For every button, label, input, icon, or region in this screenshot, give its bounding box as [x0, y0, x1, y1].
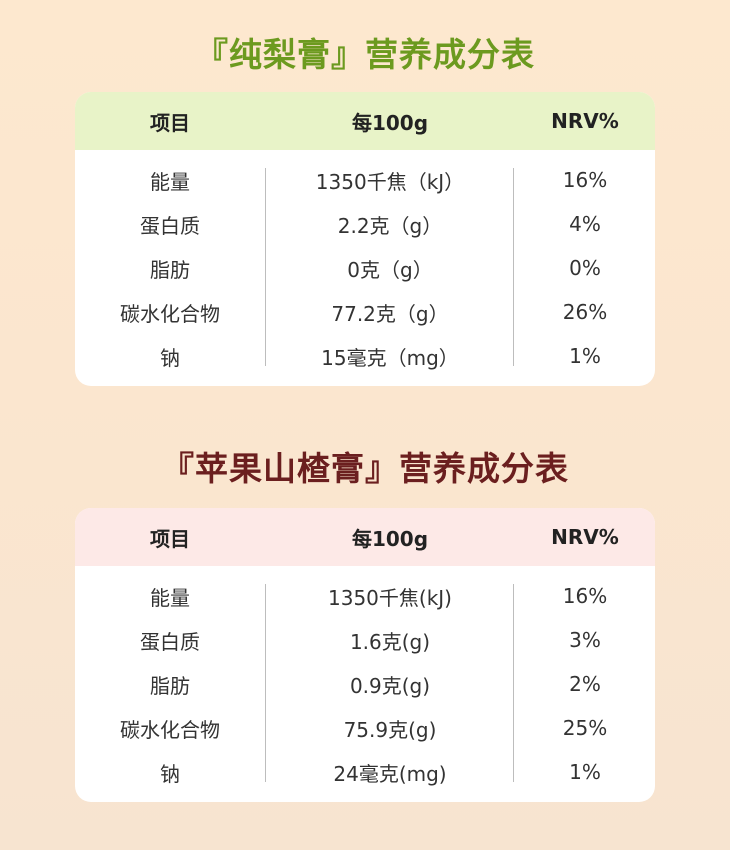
row-nrv: 3% — [569, 628, 601, 652]
table-row: 钠 15毫克（mg） 1% — [75, 334, 655, 378]
row-item: 能量 — [150, 169, 190, 194]
row-nrv: 1% — [569, 760, 601, 784]
header-nrv: NRV% — [551, 109, 619, 133]
table-title-apple-hawthorn: 『苹果山楂膏』营养成分表 — [161, 449, 569, 488]
table-row: 碳水化合物 75.9克(g) 25% — [75, 706, 655, 750]
row-per: 75.9克(g) — [343, 717, 437, 742]
column-divider — [265, 584, 266, 782]
row-per: 1.6克(g) — [349, 629, 431, 654]
header-item: 项目 — [150, 526, 190, 551]
row-nrv: 26% — [562, 300, 608, 324]
row-nrv: 0% — [569, 256, 601, 280]
header-item: 项目 — [150, 110, 190, 135]
row-per: 1350千焦(kJ) — [328, 585, 452, 610]
row-nrv: 16% — [562, 168, 608, 192]
nutrition-table-apple-hawthorn: 项目 每100g NRV% 能量 1350千焦(kJ) 16% 蛋白质 1.6克… — [75, 508, 655, 802]
row-item: 钠 — [160, 761, 180, 786]
table-row: 碳水化合物 77.2克（g） 26% — [75, 290, 655, 334]
row-item: 蛋白质 — [140, 629, 200, 654]
table-row: 脂肪 0.9克(g) 2% — [75, 662, 655, 706]
row-item: 碳水化合物 — [120, 301, 220, 326]
table-header: 项目 每100g NRV% — [75, 508, 655, 566]
table-body: 能量 1350千焦(kJ) 16% 蛋白质 1.6克(g) 3% 脂肪 0.9克… — [75, 566, 655, 794]
header-per-100g: 每100g — [351, 526, 429, 551]
table-row: 钠 24毫克(mg) 1% — [75, 750, 655, 794]
row-per: 1350千焦（kJ） — [315, 169, 465, 194]
row-nrv: 4% — [569, 212, 601, 236]
row-item: 蛋白质 — [140, 213, 200, 238]
column-divider — [513, 168, 514, 366]
nutrition-table-pear: 项目 每100g NRV% 能量 1350千焦（kJ） 16% 蛋白质 2.2克… — [75, 92, 655, 386]
table-header: 项目 每100g NRV% — [75, 92, 655, 150]
row-item: 脂肪 — [150, 257, 190, 282]
row-item: 碳水化合物 — [120, 717, 220, 742]
row-per: 15毫克（mg） — [321, 345, 459, 370]
header-nrv: NRV% — [551, 525, 619, 549]
table-body: 能量 1350千焦（kJ） 16% 蛋白质 2.2克（g） 4% 脂肪 0克（g… — [75, 150, 655, 378]
row-nrv: 2% — [569, 672, 601, 696]
column-divider — [513, 584, 514, 782]
row-per: 0.9克(g) — [349, 673, 431, 698]
header-per-100g: 每100g — [351, 110, 429, 135]
row-per: 24毫克(mg) — [333, 761, 447, 786]
row-item: 脂肪 — [150, 673, 190, 698]
row-nrv: 25% — [562, 716, 608, 740]
row-nrv: 16% — [562, 584, 608, 608]
row-item: 钠 — [160, 345, 180, 370]
row-per: 77.2克（g） — [331, 301, 449, 326]
row-per: 0克（g） — [347, 257, 433, 282]
table-row: 能量 1350千焦（kJ） 16% — [75, 158, 655, 202]
table-row: 蛋白质 1.6克(g) 3% — [75, 618, 655, 662]
table-row: 蛋白质 2.2克（g） 4% — [75, 202, 655, 246]
table-row: 能量 1350千焦(kJ) 16% — [75, 574, 655, 618]
row-item: 能量 — [150, 585, 190, 610]
row-per: 2.2克（g） — [337, 213, 443, 238]
table-title-pear: 『纯梨膏』营养成分表 — [195, 35, 535, 74]
column-divider — [265, 168, 266, 366]
table-row: 脂肪 0克（g） 0% — [75, 246, 655, 290]
row-nrv: 1% — [569, 344, 601, 368]
